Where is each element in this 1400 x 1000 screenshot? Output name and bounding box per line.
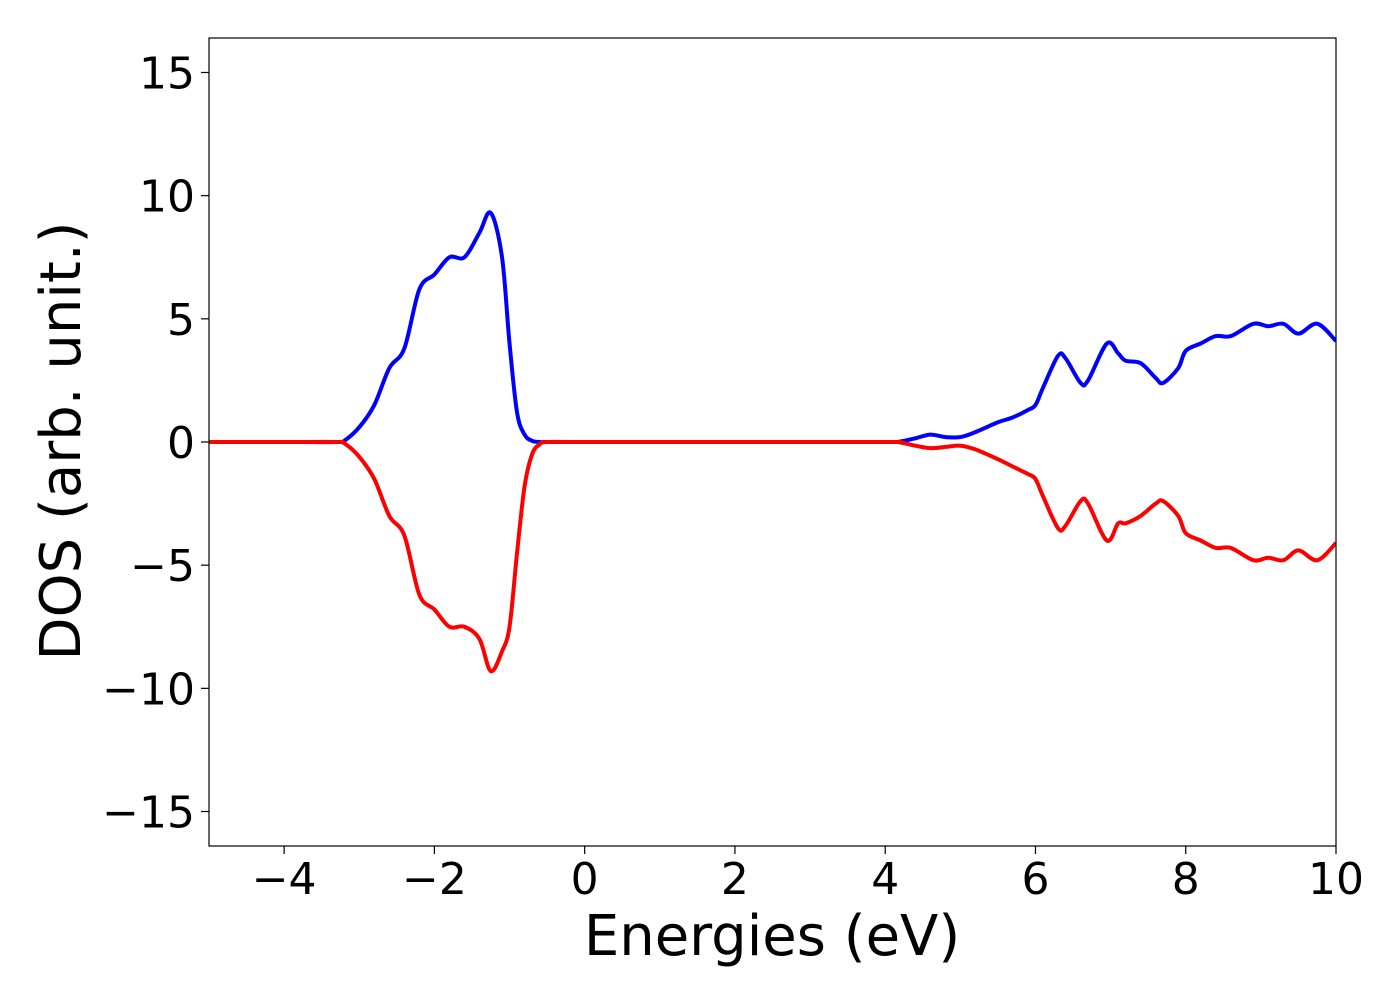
plot-frame	[208, 37, 1337, 847]
y-tick-label: 10	[139, 172, 195, 223]
y-tick-label: 0	[167, 418, 195, 469]
x-tick-label: 0	[571, 854, 599, 905]
y-tick-label: −15	[102, 788, 195, 839]
x-tick-label: −2	[402, 854, 467, 905]
data-line	[209, 210, 1336, 445]
x-tick-label: 2	[721, 854, 749, 905]
y-axis-label: DOS (arb. unit.)	[29, 221, 94, 660]
y-tick-label: −5	[130, 541, 195, 592]
y-tick-label: 5	[167, 295, 195, 346]
x-tick-label: 10	[1308, 854, 1364, 905]
y-tick-label: −10	[102, 664, 195, 715]
data-line	[209, 439, 1336, 674]
x-tick-label: 4	[871, 854, 899, 905]
y-tick-label: 15	[139, 48, 195, 99]
x-tick-label: −4	[252, 854, 317, 905]
x-tick-label: 6	[1021, 854, 1049, 905]
x-axis-label: Energies (eV)	[584, 904, 960, 969]
x-tick-label: 8	[1172, 854, 1200, 905]
